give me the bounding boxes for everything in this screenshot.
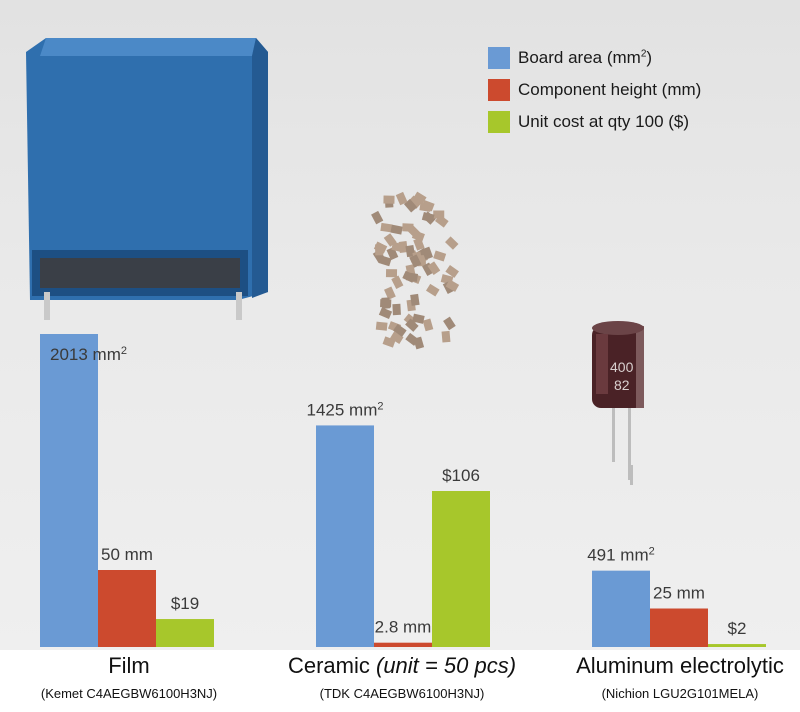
ceramic-chip	[385, 269, 398, 278]
ceramic-chip	[441, 330, 451, 343]
ceramic-chip	[421, 246, 433, 260]
bar-unit-cost-ceramic	[432, 491, 490, 647]
ceramic-chip	[402, 223, 414, 232]
data-label-component-height-ceramic: 2.8 mm	[375, 618, 432, 637]
legend-item-unit-cost: Unit cost at qty 100 ($)	[488, 106, 701, 138]
bar-component-height-film	[98, 570, 156, 647]
category-part-number-ceramic: (TDK C4AEGBW6100H3NJ)	[319, 686, 485, 701]
legend-label-board-area: Board area (mm2)	[518, 48, 653, 67]
category-part-number-aluminum-electrolytic: (Nichion LGU2G101MELA)	[601, 686, 759, 701]
category-part-number-film: (Kemet C4AEGBW6100H3NJ)	[40, 686, 218, 701]
legend: Board area (mm2) Component height (mm) U…	[488, 42, 701, 138]
bar-board-area-ceramic	[316, 425, 374, 647]
ceramic-chip	[445, 265, 459, 278]
ceramic-chip	[391, 275, 404, 289]
legend-item-board-area: Board area (mm2)	[488, 42, 701, 74]
legend-label-unit-cost: Unit cost at qty 100 ($)	[518, 112, 690, 131]
bar-unit-cost-film	[156, 619, 214, 647]
data-label-board-area-ceramic: 1425 mm2	[307, 400, 384, 419]
ceramic-chip	[425, 283, 440, 297]
ceramic-chip	[395, 191, 408, 206]
bar-component-height-aluminum-electrolytic	[650, 608, 708, 647]
data-label-unit-cost-aluminum-electrolytic: $2	[728, 619, 747, 638]
ceramic-chip	[403, 198, 418, 213]
category-label-ceramic: Ceramic (unit = 50 pcs)	[287, 653, 517, 678]
bar-board-area-aluminum-electrolytic	[592, 570, 650, 647]
svg-text:82: 82	[614, 377, 630, 393]
ceramic-chip	[413, 336, 425, 350]
bar-component-height-ceramic	[374, 642, 432, 647]
ceramic-chip	[411, 230, 425, 242]
ceramic-chip	[386, 246, 399, 261]
data-label-board-area-aluminum-electrolytic: 491 mm2	[587, 546, 655, 565]
ceramic-chip	[445, 279, 460, 292]
component-photos: 400 82	[26, 38, 644, 485]
ceramic-chip	[371, 210, 384, 225]
ceramic-chips-image	[371, 191, 460, 350]
category-label-aluminum-electrolytic: Aluminum electrolytic	[576, 653, 784, 678]
ceramic-chip	[375, 321, 388, 331]
ceramic-chip	[445, 236, 459, 250]
legend-swatch-component-height	[488, 79, 510, 101]
ceramic-chip	[381, 297, 391, 309]
ceramic-chip	[405, 272, 419, 282]
ceramic-chip	[380, 222, 393, 233]
ceramic-chip	[393, 324, 407, 337]
category-label-film: Film	[108, 653, 150, 678]
data-label-unit-cost-film: $19	[171, 594, 199, 613]
ceramic-chip	[383, 195, 395, 204]
ceramic-chip	[408, 195, 422, 209]
legend-swatch-board-area	[488, 47, 510, 69]
ceramic-chip	[390, 224, 403, 235]
ceramic-chip	[422, 262, 435, 277]
ceramic-chip	[421, 211, 435, 223]
ceramic-chip	[384, 286, 396, 300]
film-capacitor-image	[26, 38, 268, 320]
ceramic-chip	[422, 318, 434, 332]
bar-board-area-film	[40, 334, 98, 647]
ceramic-chip	[443, 316, 456, 331]
ceramic-chip	[433, 210, 445, 219]
legend-label-component-height: Component height (mm)	[518, 80, 702, 99]
ceramic-chip	[409, 254, 422, 268]
data-label-unit-cost-ceramic: $106	[442, 466, 480, 485]
data-label-component-height-film: 50 mm	[101, 545, 153, 564]
bar-unit-cost-aluminum-electrolytic	[708, 644, 766, 647]
ceramic-chip	[392, 303, 401, 316]
ceramic-chip	[389, 331, 404, 345]
svg-text:400: 400	[610, 359, 634, 375]
ceramic-chip	[410, 293, 420, 306]
ceramic-chip	[412, 313, 425, 324]
ceramic-chip	[378, 307, 393, 320]
ceramic-chip	[375, 244, 384, 256]
ceramic-chip	[405, 318, 419, 332]
ceramic-chip	[419, 202, 432, 212]
bar-chart: 2013 mm2 1425 mm2 491 mm2 50 mm 2.8 mm 25 mm $…	[40, 334, 766, 647]
data-label-board-area-film: 2013 mm2	[50, 345, 127, 364]
legend-swatch-unit-cost	[488, 111, 510, 133]
legend-item-component-height: Component height (mm)	[488, 74, 701, 106]
data-label-component-height-aluminum-electrolytic: 25 mm	[653, 584, 705, 603]
ceramic-chip	[427, 261, 441, 276]
electrolytic-capacitor-image: 400 82	[592, 321, 644, 485]
ceramic-chip	[433, 250, 447, 262]
ceramic-chip	[391, 241, 404, 253]
ceramic-chip	[435, 214, 449, 228]
ceramic-chip	[413, 191, 427, 205]
